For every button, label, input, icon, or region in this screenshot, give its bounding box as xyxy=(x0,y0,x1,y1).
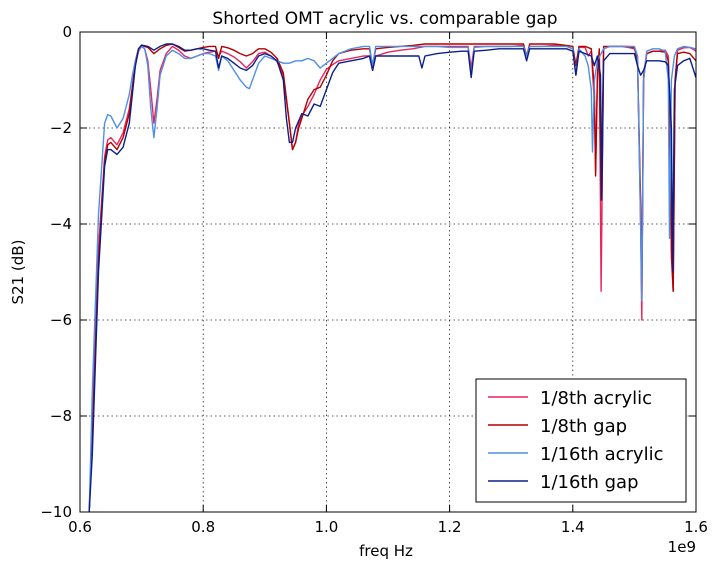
y-tick-label: −10 xyxy=(40,503,72,521)
plot-frame xyxy=(79,31,697,513)
x-tick-label: 1.2 xyxy=(438,518,462,536)
legend-label: 1/8th acrylic xyxy=(540,388,652,409)
x-tick-label: 0.8 xyxy=(191,518,215,536)
legend-label: 1/8th gap xyxy=(540,416,627,437)
y-tick-label: −8 xyxy=(50,407,72,425)
x-tick-label: 1.6 xyxy=(684,518,708,536)
plot-area xyxy=(88,43,696,512)
x-axis-offset-label: 1e9 xyxy=(668,538,696,556)
series-line-4 xyxy=(88,43,696,512)
x-tick-label: 1.4 xyxy=(561,518,585,536)
x-tick-label: 1.0 xyxy=(314,518,338,536)
y-tick-label: −6 xyxy=(50,311,72,329)
series-line-3 xyxy=(88,45,696,512)
legend: 1/8th acrylic 1/8th gap 1/16th acrylic 1/16… xyxy=(475,378,687,503)
axis-ticks: 0.6 0.8 1.0 1.2 1.4 1.6 −10 −8 −6 −4 −2 0 xyxy=(40,23,708,536)
y-axis-label: S21 (dB) xyxy=(9,240,27,305)
chart-title: Shorted OMT acrylic vs. comparable gap xyxy=(212,9,557,29)
x-axis-label: freq Hz xyxy=(359,542,413,560)
x-tick-label: 0.6 xyxy=(68,518,92,536)
y-tick-label: −2 xyxy=(50,119,72,137)
legend-label: 1/16th acrylic xyxy=(540,444,664,465)
legend-label: 1/16th gap xyxy=(540,472,639,493)
y-tick-label: −4 xyxy=(50,215,72,233)
y-tick-label: 0 xyxy=(62,23,72,41)
